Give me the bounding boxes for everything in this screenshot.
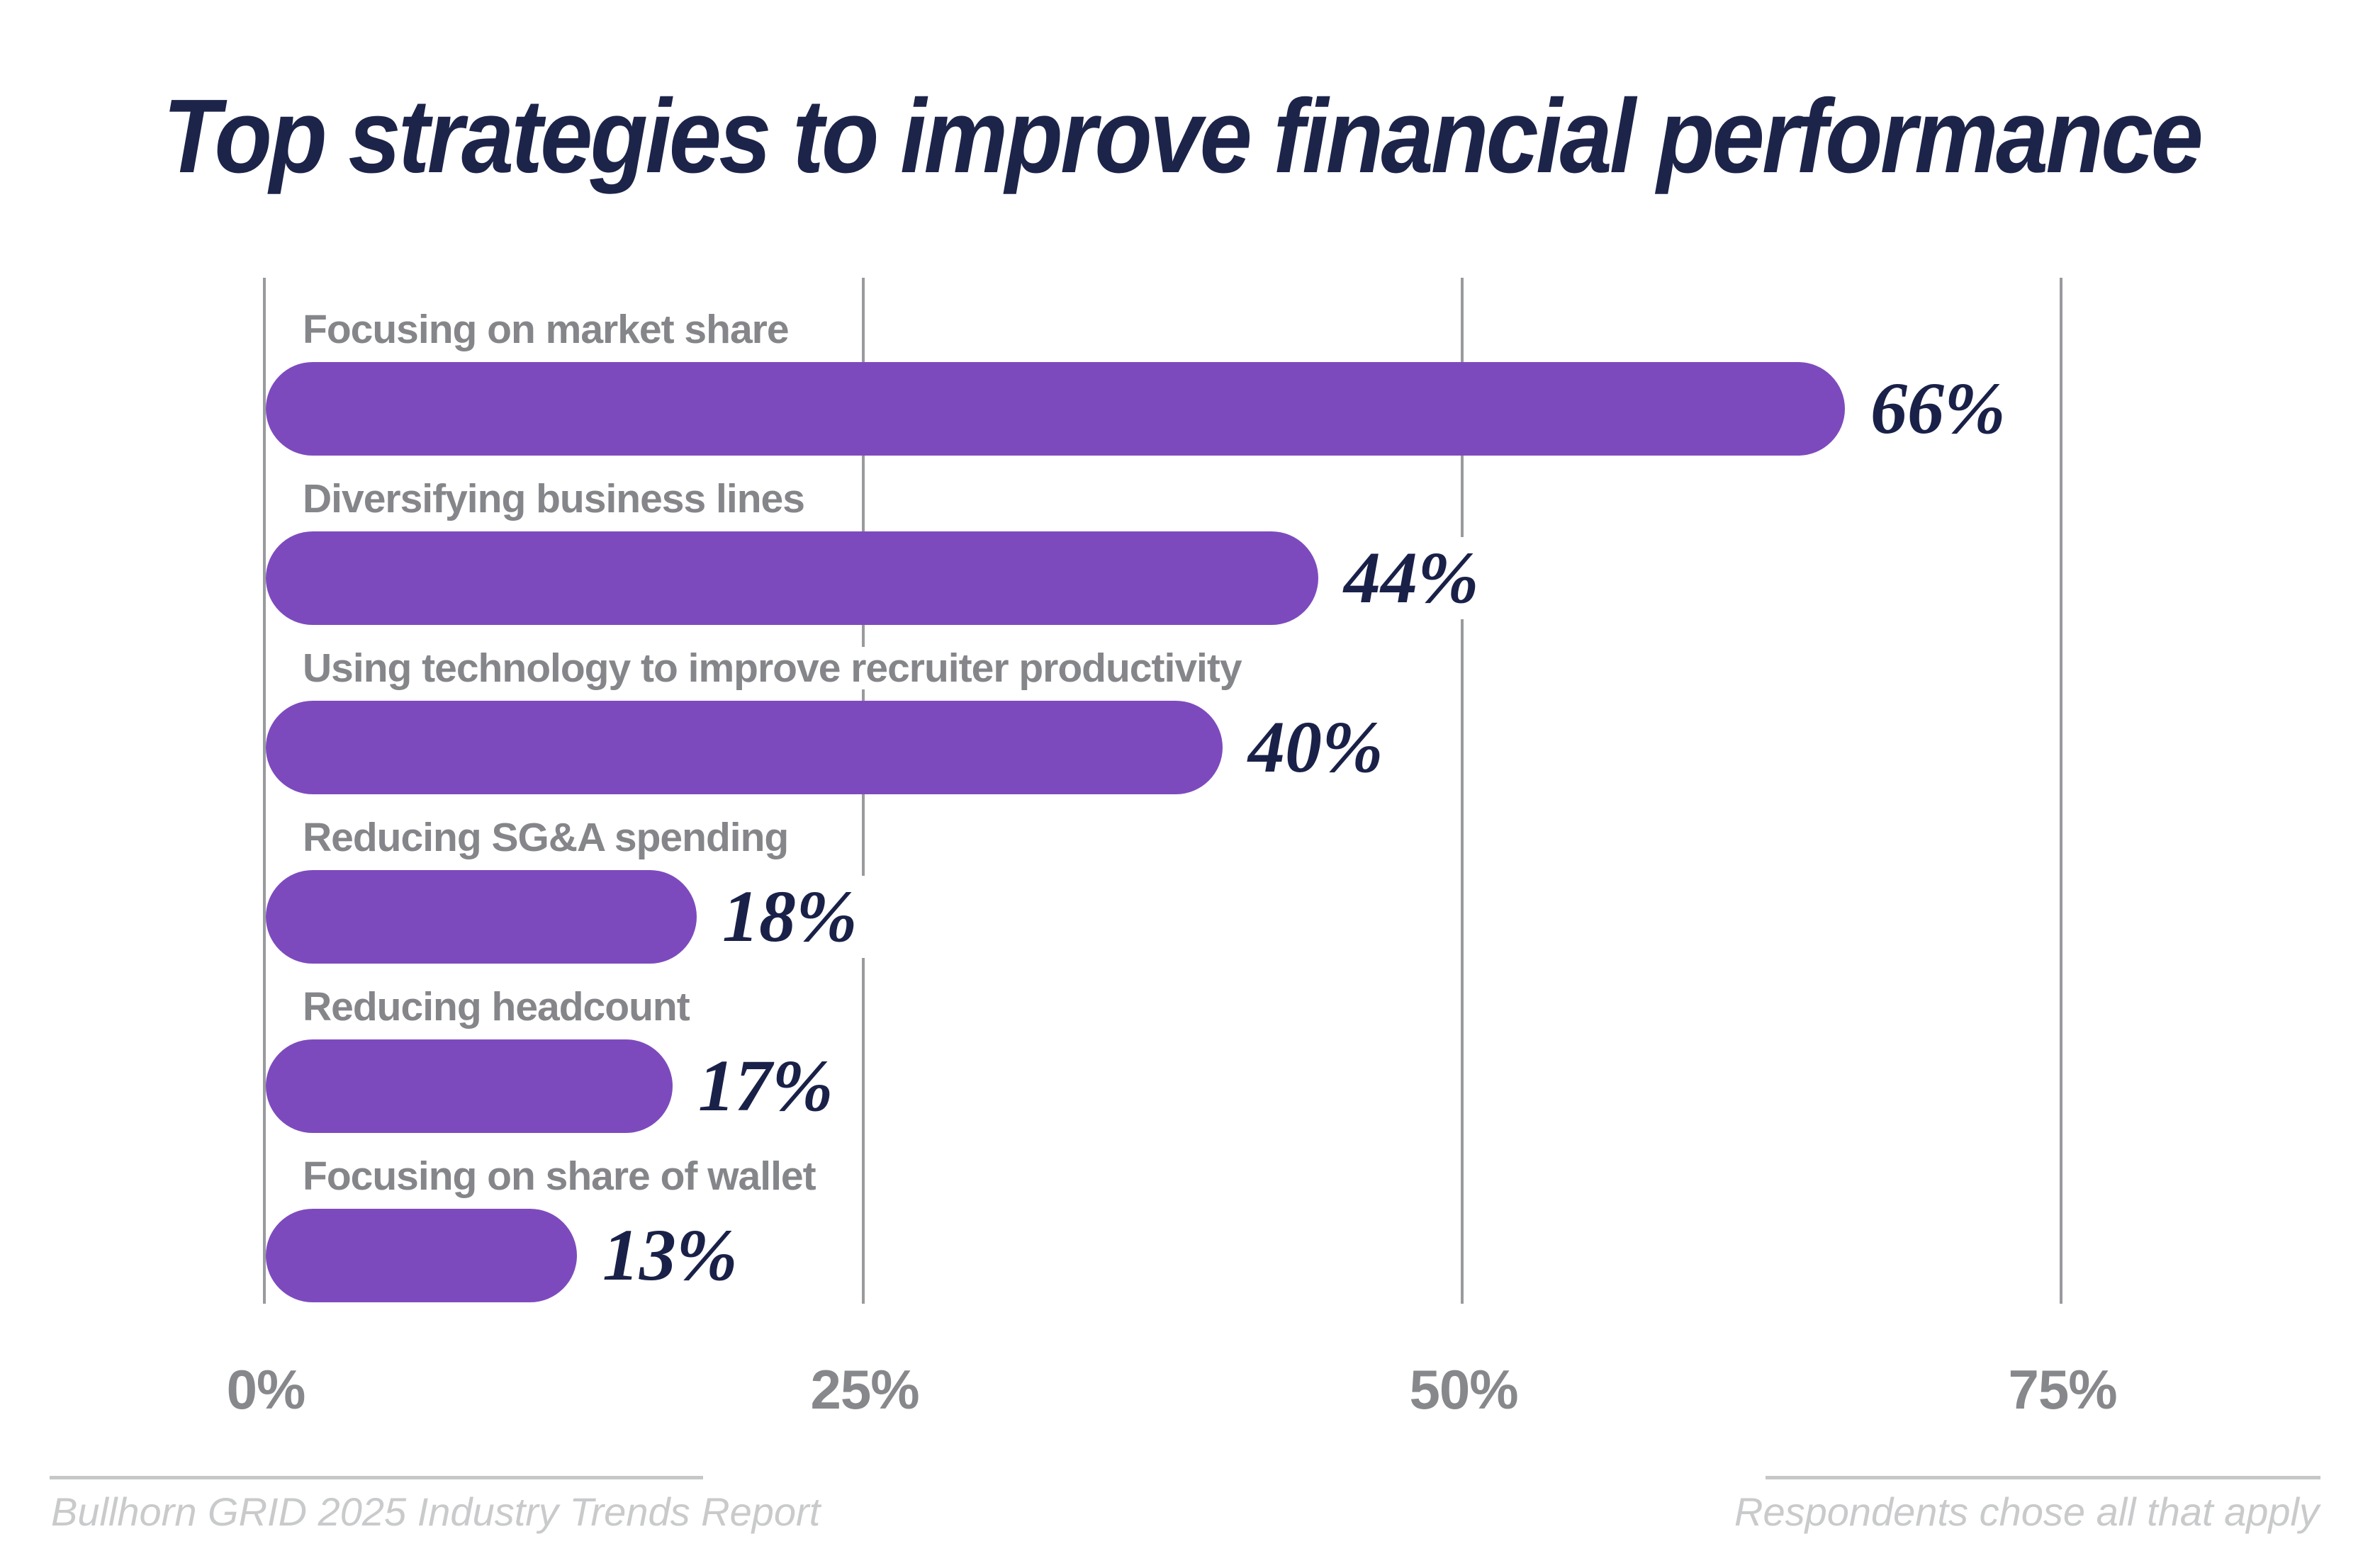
bar-row: Reducing SG&A spending 18% (266, 816, 2342, 964)
x-tick-75: 75% (2008, 1358, 2117, 1421)
category-label: Reducing headcount (303, 986, 705, 1028)
bar-diversifying (266, 531, 1318, 625)
bar-line: 40% (266, 701, 2342, 794)
bar-row: Diversifying business lines 44% (266, 478, 2342, 625)
value-label: 13% (594, 1214, 746, 1297)
gridline-75pct (2060, 278, 2062, 1304)
bar-technology (266, 701, 1223, 794)
category-label: Reducing SG&A spending (303, 816, 804, 859)
value-label: 18% (714, 876, 866, 958)
bar-line: 44% (266, 531, 2342, 625)
bar-sga-spending (266, 870, 697, 964)
bar-line: 18% (266, 870, 2342, 964)
value-label: 17% (690, 1045, 842, 1127)
x-tick-50: 50% (1409, 1358, 1518, 1421)
bar-share-of-wallet (266, 1209, 577, 1302)
category-label: Focusing on market share (303, 308, 804, 351)
bar-rows: Focusing on market share 66% Diversifyin… (266, 308, 2342, 1324)
footer-rule-left (50, 1476, 703, 1479)
chart-title-wrap: Top strategies to improve financial perf… (0, 77, 2363, 197)
bar-row: Using technology to improve recruiter pr… (266, 647, 2342, 794)
bar-line: 66% (266, 362, 2342, 456)
footer-note: Respondents chose all that apply (1734, 1489, 2319, 1534)
bar-row: Reducing headcount 17% (266, 986, 2342, 1133)
x-tick-25: 25% (810, 1358, 919, 1421)
category-label: Focusing on share of wallet (303, 1155, 831, 1197)
category-label: Diversifying business lines (303, 478, 820, 520)
value-label: 40% (1240, 706, 1392, 789)
x-tick-0: 0% (226, 1358, 306, 1421)
bar-line: 13% (266, 1209, 2342, 1302)
footer-rule-right (1766, 1476, 2320, 1479)
category-label: Using technology to improve recruiter pr… (303, 647, 1257, 689)
value-label: 44% (1335, 537, 1488, 619)
bar-row: Focusing on market share 66% (266, 308, 2342, 456)
value-label: 66% (1862, 368, 2014, 450)
bar-line: 17% (266, 1039, 2342, 1133)
footer-source: Bullhorn GRID 2025 Industry Trends Repor… (51, 1489, 821, 1534)
bar-market-share (266, 362, 1845, 456)
gridline-0pct (263, 278, 266, 1304)
gridline-50pct (1461, 278, 1464, 1304)
bar-headcount (266, 1039, 673, 1133)
chart-title: Top strategies to improve financial perf… (162, 78, 2203, 195)
bar-row: Focusing on share of wallet 13% (266, 1155, 2342, 1302)
